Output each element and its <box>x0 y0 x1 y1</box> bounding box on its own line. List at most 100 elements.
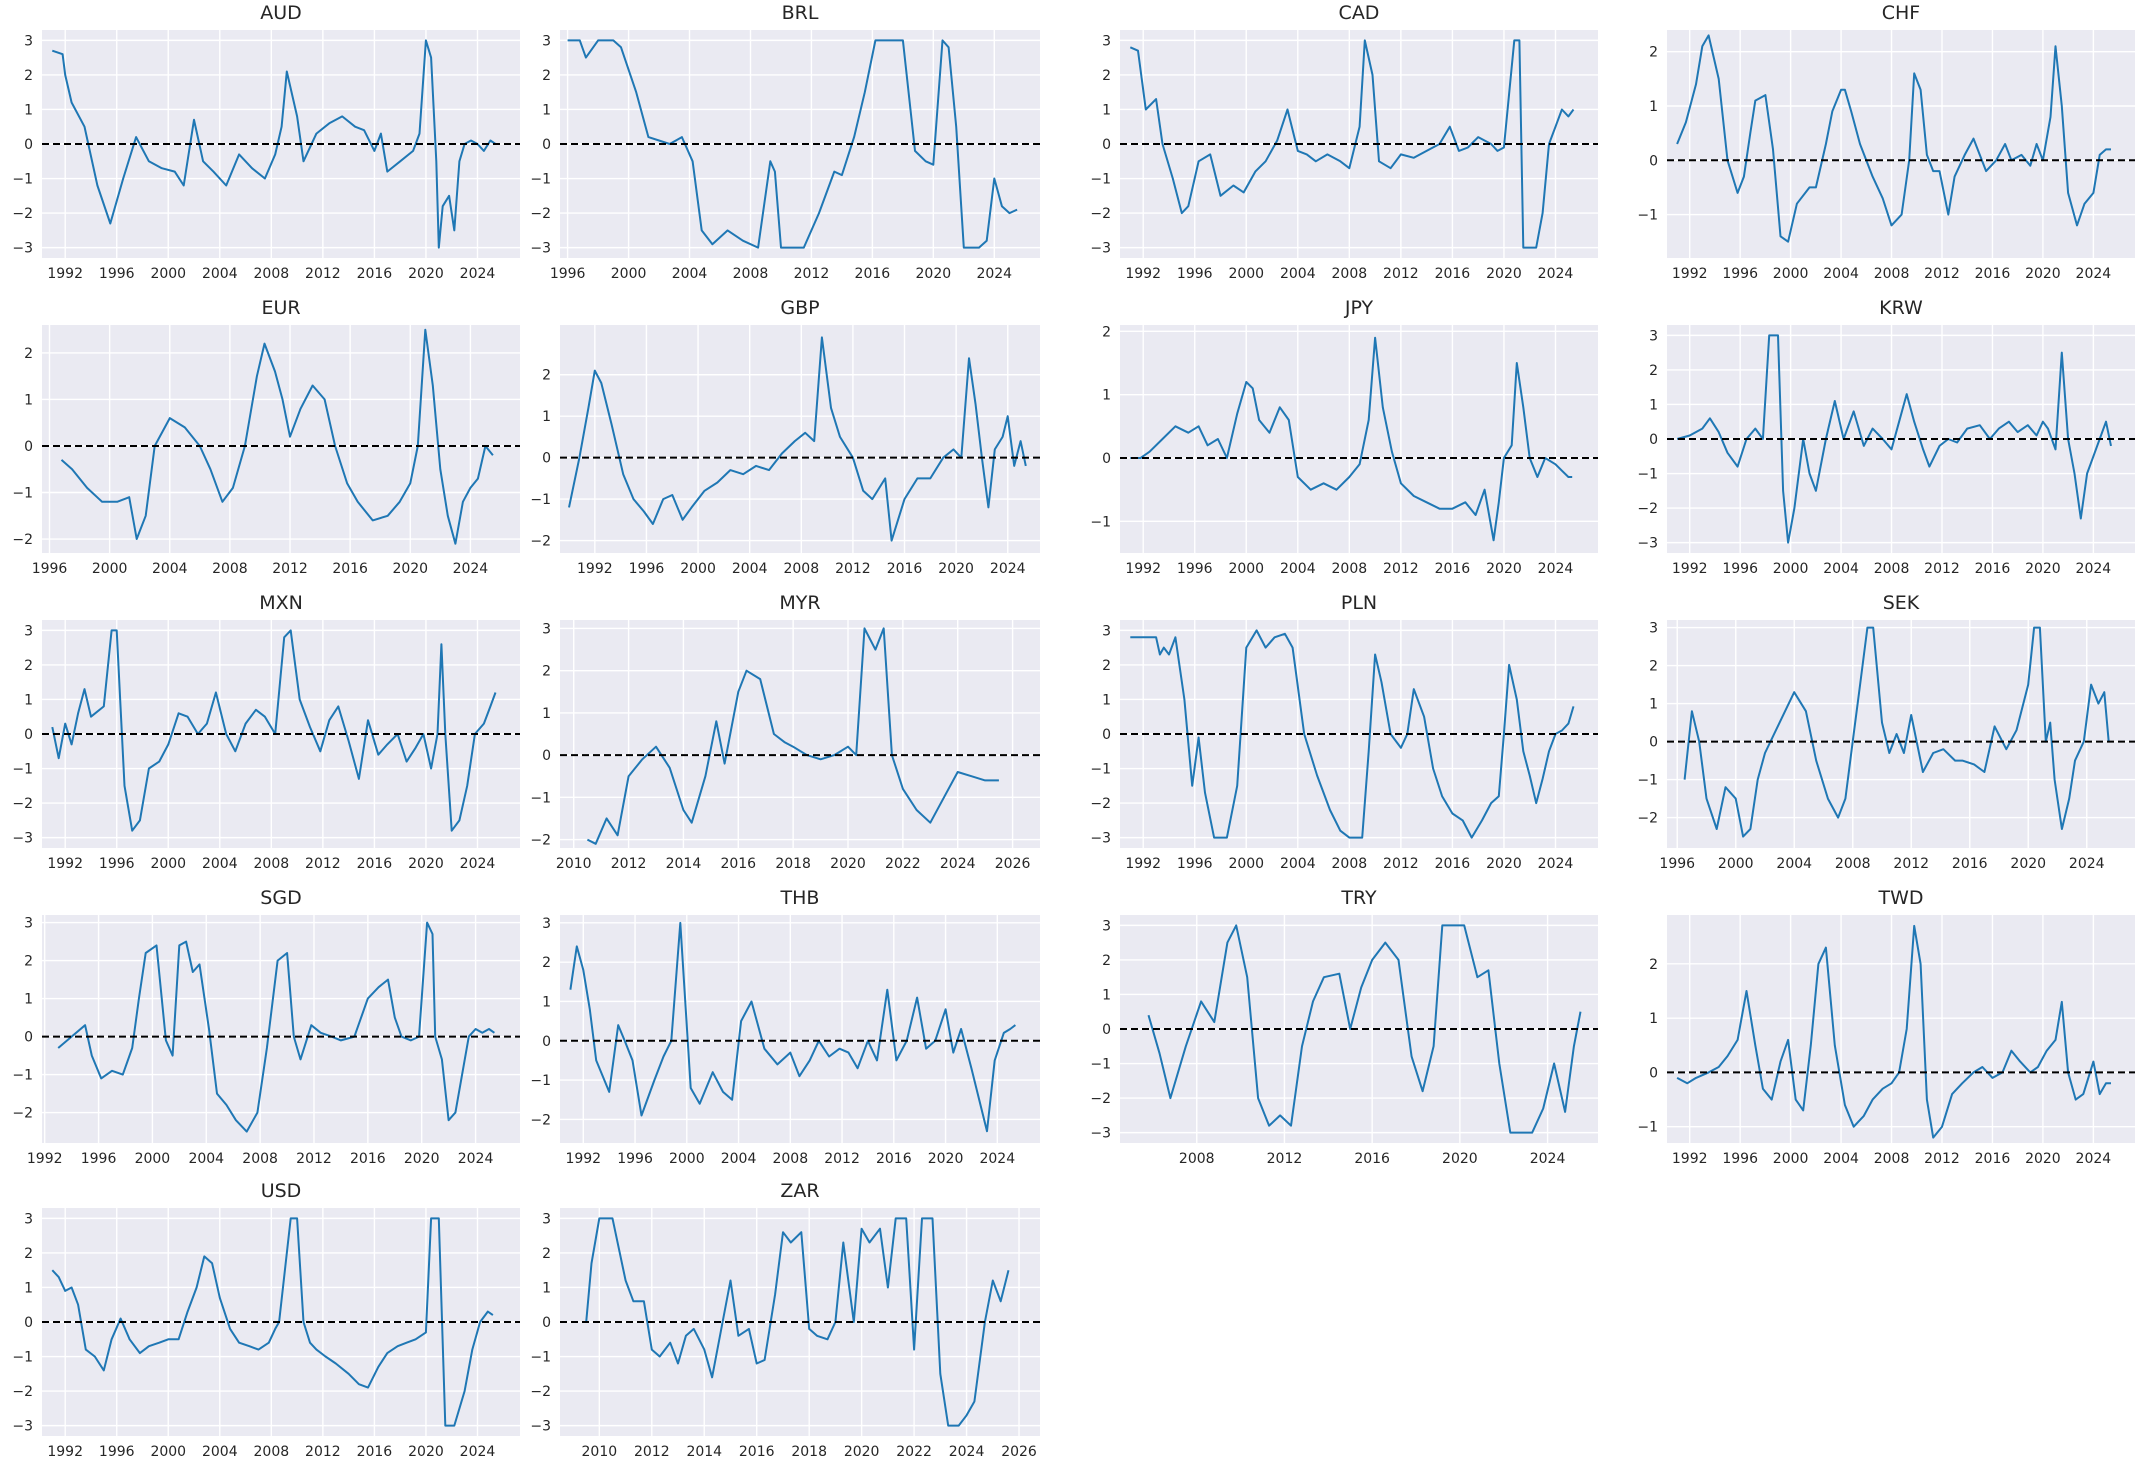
axes-brl: 1996 2000 2004 2008 2012 2016 2020 2024 −3 −2 −1 0 1… <box>530 30 1040 282</box>
y-tick-label: −3 <box>1637 536 1658 552</box>
x-tick-label: 2026 <box>1001 1444 1037 1460</box>
panel-title: PLN <box>1340 592 1378 614</box>
x-tick-label: 2020 <box>2010 856 2046 872</box>
series-line-myr <box>586 627 999 845</box>
x-tick-label: 2024 <box>2069 856 2105 872</box>
panel-aud: AUD 1992 1996 2000 2004 2008 2012 2016 2020 2024 −… <box>0 2 530 288</box>
panel-title: GBP <box>780 297 820 319</box>
y-tick-label: −1 <box>12 762 33 778</box>
panel-try: TRY 2008 2012 2016 2020 2024 −3 −2 −1 0 1 2 3 <box>1075 887 1608 1173</box>
y-tick-label: 3 <box>1102 623 1111 639</box>
x-tick-label: 2004 <box>1823 561 1859 577</box>
y-tick-label: −2 <box>12 206 33 222</box>
panel-eur: EUR 1996 2000 2004 2008 2012 2016 2020 2024 −2 −1 0… <box>0 297 530 583</box>
x-tick-label: 2024 <box>1530 1151 1566 1167</box>
y-tick-label: −3 <box>12 241 33 257</box>
axes-jpy: 1992 1996 2000 2004 2008 2012 2016 2020 2024 −1 0 1… <box>1090 324 1598 577</box>
axes-usd: 1992 1996 2000 2004 2008 2012 2016 2020 2024 −3 −2… <box>12 1208 520 1460</box>
x-tick-label: 2016 <box>855 266 891 282</box>
x-tick-label: 1996 <box>99 266 135 282</box>
y-tick-label: −1 <box>1637 773 1658 789</box>
y-tick-label: 2 <box>1649 659 1658 675</box>
y-tick-label: 1 <box>542 102 551 118</box>
y-tick-label: 2 <box>1649 45 1658 61</box>
x-tick-label: 2016 <box>720 856 756 872</box>
y-tick-label: −1 <box>530 172 551 188</box>
series-line-try <box>1147 924 1582 1134</box>
axes-eur: 1996 2000 2004 2008 2012 2016 2020 2024 −2 −1 0 1 2 <box>12 325 520 577</box>
x-tick-label: 2004 <box>152 561 188 577</box>
y-tick-label: 0 <box>542 451 551 467</box>
x-tick-label: 2000 <box>611 266 647 282</box>
x-tick-label: 2004 <box>1280 266 1316 282</box>
y-tick-label: −2 <box>1637 811 1658 827</box>
x-tick-label: 2008 <box>772 1151 808 1167</box>
x-tick-label: 2016 <box>357 1444 393 1460</box>
y-tick-label: 1 <box>1649 397 1658 413</box>
x-tick-label: 2000 <box>1773 561 1809 577</box>
x-tick-label: 2024 <box>976 266 1012 282</box>
x-tick-label: 2020 <box>2025 266 2061 282</box>
panel-title: CHF <box>1881 2 1921 24</box>
y-tick-label: 0 <box>1649 1065 1658 1081</box>
panel-sek: SEK 1996 2000 2004 2008 2012 2016 2020 2024 −2 −1 0… <box>1622 592 2144 878</box>
y-tick-label: 0 <box>24 137 33 153</box>
x-tick-label: 1992 <box>47 856 83 872</box>
x-tick-label: 2012 <box>1383 561 1419 577</box>
plot-area <box>560 325 1040 553</box>
x-tick-label: 2020 <box>1442 1151 1478 1167</box>
y-tick-label: 2 <box>542 68 551 84</box>
x-tick-label: 2016 <box>350 1151 386 1167</box>
x-tick-label: 2024 <box>2076 266 2112 282</box>
y-tick-label: 0 <box>1102 451 1111 467</box>
x-tick-label: 2008 <box>783 561 819 577</box>
x-tick-label: 2000 <box>669 1151 705 1167</box>
x-tick-label: 2010 <box>582 1444 618 1460</box>
y-tick-label: 3 <box>1102 918 1111 934</box>
x-tick-label: 2008 <box>1332 856 1368 872</box>
x-tick-label: 2022 <box>896 1444 932 1460</box>
y-tick-label: 1 <box>1102 987 1111 1003</box>
y-tick-label: 1 <box>1649 1011 1658 1027</box>
panel-title: KRW <box>1879 297 1923 319</box>
x-tick-label: 2000 <box>1228 561 1264 577</box>
x-tick-label: 1992 <box>1672 266 1708 282</box>
x-tick-label: 1996 <box>1177 856 1213 872</box>
x-tick-label: 1996 <box>550 266 586 282</box>
x-tick-label: 2008 <box>1874 1151 1910 1167</box>
y-tick-label: 2 <box>542 955 551 971</box>
x-tick-label: 2004 <box>202 266 238 282</box>
series-line-cad <box>1129 39 1575 249</box>
panel-cad: CAD 1992 1996 2000 2004 2008 2012 2016 2020 2024 −… <box>1075 2 1608 288</box>
y-tick-label: 2 <box>24 1246 33 1262</box>
x-tick-label: 2024 <box>460 856 496 872</box>
x-tick-label: 2004 <box>1280 856 1316 872</box>
series-line-brl <box>567 39 1018 249</box>
x-tick-label: 2026 <box>995 856 1031 872</box>
y-tick-label: 1 <box>24 992 33 1008</box>
x-tick-label: 1992 <box>47 1444 83 1460</box>
y-tick-label: 1 <box>1102 692 1111 708</box>
y-tick-label: 3 <box>24 916 33 932</box>
y-tick-label: 2 <box>1102 68 1111 84</box>
x-tick-label: 2016 <box>1354 1151 1390 1167</box>
y-tick-label: 3 <box>542 621 551 637</box>
x-tick-label: 2008 <box>1179 1151 1215 1167</box>
axes-thb: 1992 1996 2000 2004 2008 2012 2016 2020 2024 −2 −1… <box>530 915 1040 1167</box>
panel-pln: PLN 1992 1996 2000 2004 2008 2012 2016 2020 2024 −… <box>1075 592 1608 878</box>
x-tick-label: 2012 <box>1383 856 1419 872</box>
y-tick-label: 3 <box>542 1211 551 1227</box>
panel-zar: ZAR 2010 2012 2014 2016 2018 2020 2022 2024 2026 −… <box>515 1180 1050 1466</box>
y-tick-label: 0 <box>24 1315 33 1331</box>
y-tick-label: 3 <box>542 33 551 49</box>
x-tick-label: 2022 <box>885 856 921 872</box>
axes-zar: 2010 2012 2014 2016 2018 2020 2022 2024 2026 −3 −2… <box>530 1208 1040 1460</box>
x-tick-label: 2008 <box>1835 856 1871 872</box>
series-line-aud <box>51 39 497 249</box>
y-tick-label: −2 <box>1090 206 1111 222</box>
x-tick-label: 2014 <box>666 856 702 872</box>
panel-title: SGD <box>260 887 302 909</box>
axes-pln: 1992 1996 2000 2004 2008 2012 2016 2020 2024 −3 −2… <box>1090 620 1598 872</box>
panel-title: TWD <box>1878 887 1924 909</box>
x-tick-label: 1996 <box>1659 856 1695 872</box>
